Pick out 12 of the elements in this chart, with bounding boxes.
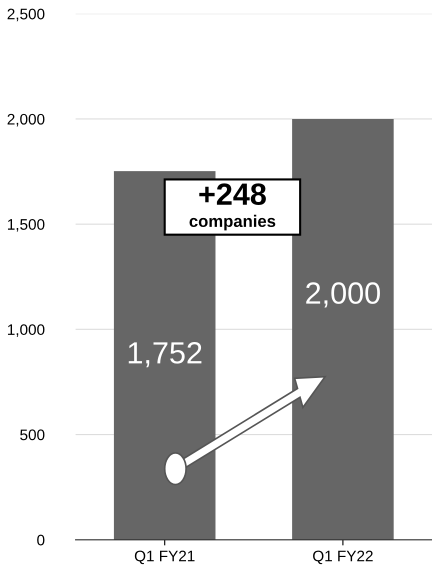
- y-tick-label: 0: [37, 534, 44, 546]
- y-tick-label: 1,000: [8, 324, 44, 337]
- y-tick-label: 500: [20, 429, 44, 440]
- x-tick-label: Q1 FY22: [313, 550, 373, 564]
- data-label: 2,000: [306, 282, 380, 308]
- x-tick-label: Q1 FY21: [134, 550, 195, 564]
- annotation: companies: [190, 214, 276, 230]
- y-tick-label: 2,500: [8, 8, 44, 22]
- y-tick-label: 1,500: [8, 219, 44, 232]
- annotation: +248: [199, 183, 266, 206]
- y-tick-label: 2,000: [8, 114, 44, 126]
- data-label: 1,752: [128, 342, 202, 368]
